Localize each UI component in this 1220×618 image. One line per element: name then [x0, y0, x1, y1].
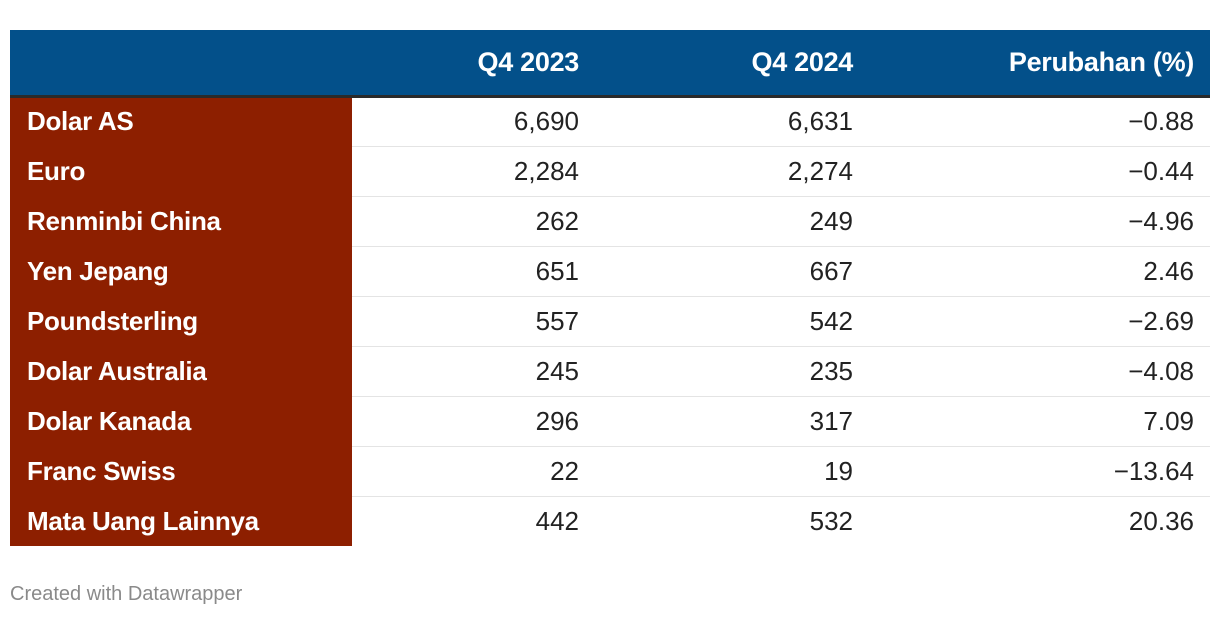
table-row: Dolar Kanada 296 317 7.09 [10, 396, 1210, 447]
cell-change: −0.88 [869, 96, 1210, 147]
cell-q4-2024: 235 [595, 346, 869, 397]
table-row: Dolar Australia 245 235 −4.08 [10, 346, 1210, 397]
cell-q4-2023: 262 [352, 196, 595, 247]
header-q4-2024: Q4 2024 [595, 30, 869, 98]
row-label: Poundsterling [10, 296, 352, 347]
header-change: Perubahan (%) [869, 30, 1210, 98]
row-label: Yen Jepang [10, 246, 352, 297]
row-label: Dolar Kanada [10, 396, 352, 447]
footer-credit: Created with Datawrapper [10, 583, 243, 605]
data-table-container: Q4 2023 Q4 2024 Perubahan (%) Dolar AS 6,… [10, 30, 1210, 546]
row-label: Renminbi China [10, 196, 352, 247]
cell-q4-2023: 651 [352, 246, 595, 297]
cell-q4-2024: 6,631 [595, 96, 869, 147]
cell-q4-2024: 317 [595, 396, 869, 447]
table-row: Franc Swiss 22 19 −13.64 [10, 446, 1210, 497]
cell-change: −13.64 [869, 446, 1210, 497]
row-label: Mata Uang Lainnya [10, 496, 352, 546]
row-label: Franc Swiss [10, 446, 352, 497]
cell-change: 20.36 [1128, 505, 1194, 536]
cell-q4-2023: 6,690 [352, 96, 595, 147]
table-header-row: Q4 2023 Q4 2024 Perubahan (%) [10, 30, 1210, 98]
cell-change: −0.44 [869, 146, 1210, 197]
cell-change: −4.96 [869, 196, 1210, 247]
header-label-column [10, 30, 352, 98]
table-row: Yen Jepang 651 667 2.46 [10, 246, 1210, 297]
cell-change: 7.09 [869, 396, 1210, 447]
cell-q4-2023: 557 [352, 296, 595, 347]
cell-q4-2024: 532 [809, 505, 853, 536]
cell-q4-2023: 22 [352, 446, 595, 497]
table-row: Euro 2,284 2,274 −0.44 [10, 146, 1210, 197]
currency-table: Q4 2023 Q4 2024 Perubahan (%) Dolar AS 6,… [10, 30, 1210, 546]
cell-q4-2024: 542 [595, 296, 869, 347]
cell-change: 2.46 [869, 246, 1210, 297]
table-body: Dolar AS 6,690 6,631 −0.88 Euro 2,284 2,274 −0.… [10, 96, 1210, 546]
cell-change: −2.69 [869, 296, 1210, 347]
cell-q4-2023: 442 [535, 505, 579, 536]
cell-q4-2023: 296 [352, 396, 595, 447]
row-label: Euro [10, 146, 352, 197]
header-q4-2023: Q4 2023 [352, 30, 595, 98]
table-row: Renminbi China 262 249 −4.96 [10, 196, 1210, 247]
cell-q4-2024: 249 [595, 196, 869, 247]
cell-q4-2024: 2,274 [595, 146, 869, 197]
table-row: Mata Uang Lainnya 442 532 20.36 [10, 496, 1210, 546]
cell-q4-2024: 19 [595, 446, 869, 497]
row-label: Dolar AS [10, 96, 352, 147]
cell-q4-2023: 2,284 [352, 146, 595, 197]
cell-q4-2024: 667 [595, 246, 869, 297]
table-row: Poundsterling 557 542 −2.69 [10, 296, 1210, 347]
cell-q4-2023: 245 [352, 346, 595, 397]
cell-change: −4.08 [869, 346, 1210, 397]
row-label: Dolar Australia [10, 346, 352, 397]
table-row: Dolar AS 6,690 6,631 −0.88 [10, 96, 1210, 147]
